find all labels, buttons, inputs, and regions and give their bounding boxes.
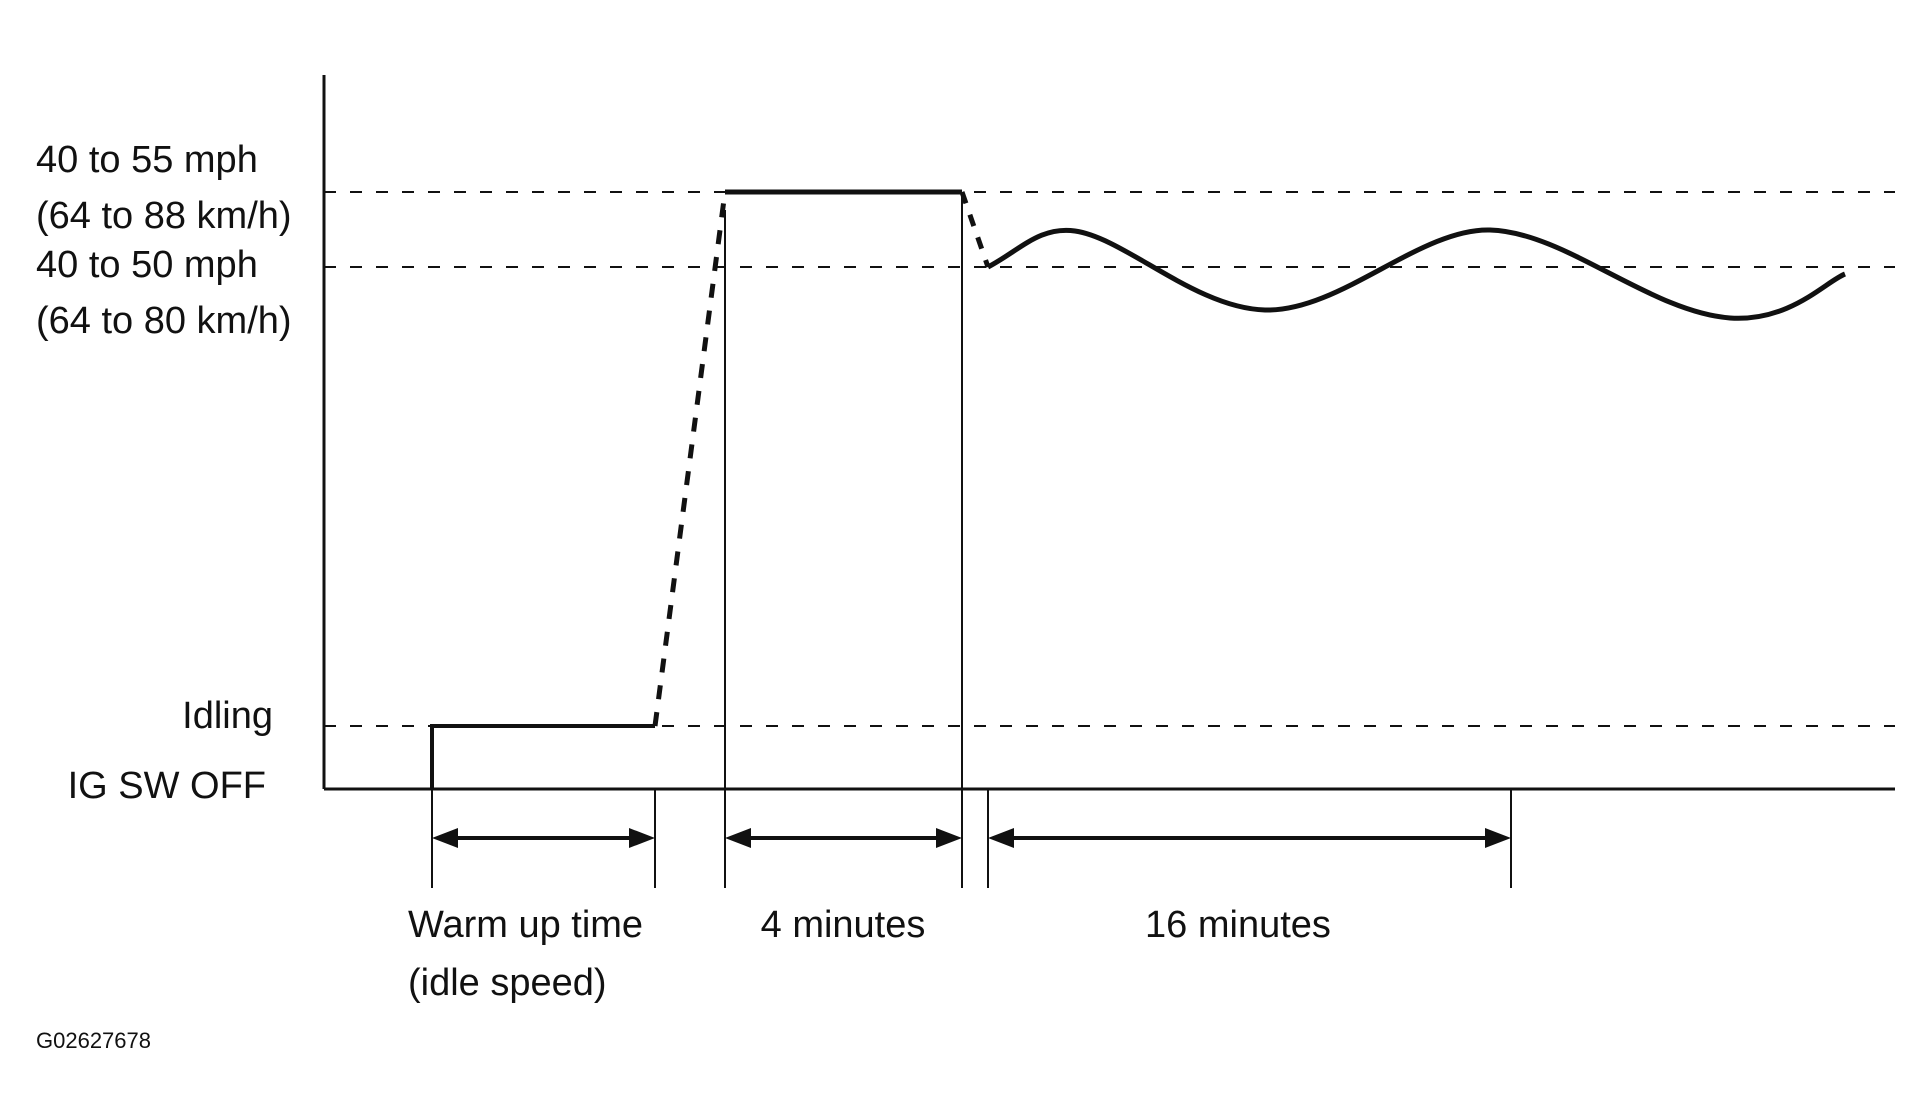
idle-speed-label: (idle speed)	[408, 962, 607, 1004]
warm-up-time-label: Warm up time	[408, 904, 643, 946]
sixteen-minutes-label: 16 minutes	[1145, 904, 1331, 946]
lower-speed-kmh-label: (64 to 80 km/h)	[36, 300, 292, 342]
upper-speed-kmh-label: (64 to 88 km/h)	[36, 195, 292, 237]
warm-up-duration-arrow	[432, 828, 655, 848]
sixteen-minutes-duration-arrow	[988, 828, 1511, 848]
four-minutes-duration-arrow	[725, 828, 962, 848]
deceleration-step	[959, 191, 991, 268]
lower-speed-mph-label: 40 to 50 mph	[36, 244, 258, 286]
figure-code: G02627678	[36, 1028, 151, 1053]
idling-label: Idling	[182, 695, 273, 737]
idle-speed-trace	[430, 724, 655, 789]
four-minutes-label: 4 minutes	[761, 904, 926, 946]
acceleration-ramp	[652, 191, 728, 727]
upper-speed-mph-label: 40 to 55 mph	[36, 139, 258, 181]
cruising-wave-trace	[986, 227, 1847, 321]
ig-sw-off-label: IG SW OFF	[68, 765, 266, 807]
